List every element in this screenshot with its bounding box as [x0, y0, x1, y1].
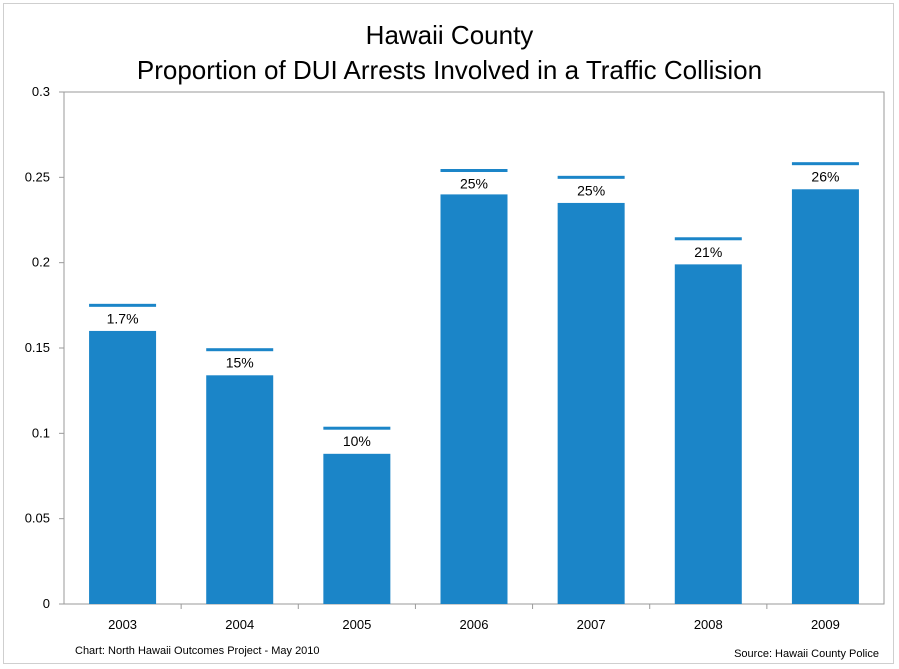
data-label: 25% [577, 182, 605, 198]
x-tick-label: 2008 [694, 617, 723, 632]
data-label-bg [687, 241, 730, 260]
bar-2005 [323, 453, 391, 604]
x-tick-label: 2004 [225, 617, 254, 632]
data-label: 1.7% [107, 310, 139, 326]
bar-cap-2005 [323, 426, 391, 430]
y-tick-label: 0.2 [32, 255, 50, 270]
data-label-bg [335, 431, 378, 450]
x-tick-label: 2005 [342, 617, 371, 632]
bar-cap-2003 [89, 303, 157, 307]
bar-cap-2007 [557, 175, 625, 179]
chart-subtitle: Proportion of DUI Arrests Involved in a … [136, 55, 763, 85]
data-label: 26% [811, 169, 839, 185]
y-tick-label: 0.05 [25, 511, 50, 526]
y-tick-label: 0.15 [25, 340, 50, 355]
data-label-bg [570, 180, 613, 199]
data-label: 21% [694, 244, 722, 260]
data-label-bg [101, 308, 144, 327]
bar-cap-2006 [440, 169, 508, 173]
x-tick-label: 2006 [460, 617, 489, 632]
bar-cap-2009 [791, 162, 859, 166]
y-tick-label: 0 [43, 596, 50, 611]
chart-credit: Chart: North Hawaii Outcomes Project - M… [75, 645, 320, 657]
data-label-bg [218, 352, 261, 371]
data-label-bg [804, 166, 847, 185]
chart-source: Source: Hawaii County Police [734, 648, 879, 660]
data-label-bg [453, 173, 495, 192]
data-label: 25% [460, 176, 488, 192]
x-tick-label: 2003 [108, 617, 137, 632]
y-tick-label: 0.25 [25, 169, 50, 184]
bar-2004 [206, 375, 274, 604]
bar-2009 [791, 189, 859, 604]
data-label: 15% [226, 355, 254, 371]
bar-2007 [557, 202, 625, 604]
y-tick-label: 0.3 [32, 84, 50, 99]
chart-title: Hawaii County [365, 20, 534, 50]
bar-2008 [674, 264, 742, 604]
bar-cap-2008 [674, 237, 742, 241]
x-tick-label: 2009 [811, 617, 840, 632]
bar-cap-2004 [206, 348, 274, 352]
bar-2006 [440, 194, 508, 604]
x-tick-label: 2007 [577, 617, 606, 632]
data-label: 10% [343, 433, 371, 449]
y-tick-label: 0.1 [32, 425, 50, 440]
bar-2003 [89, 330, 157, 604]
